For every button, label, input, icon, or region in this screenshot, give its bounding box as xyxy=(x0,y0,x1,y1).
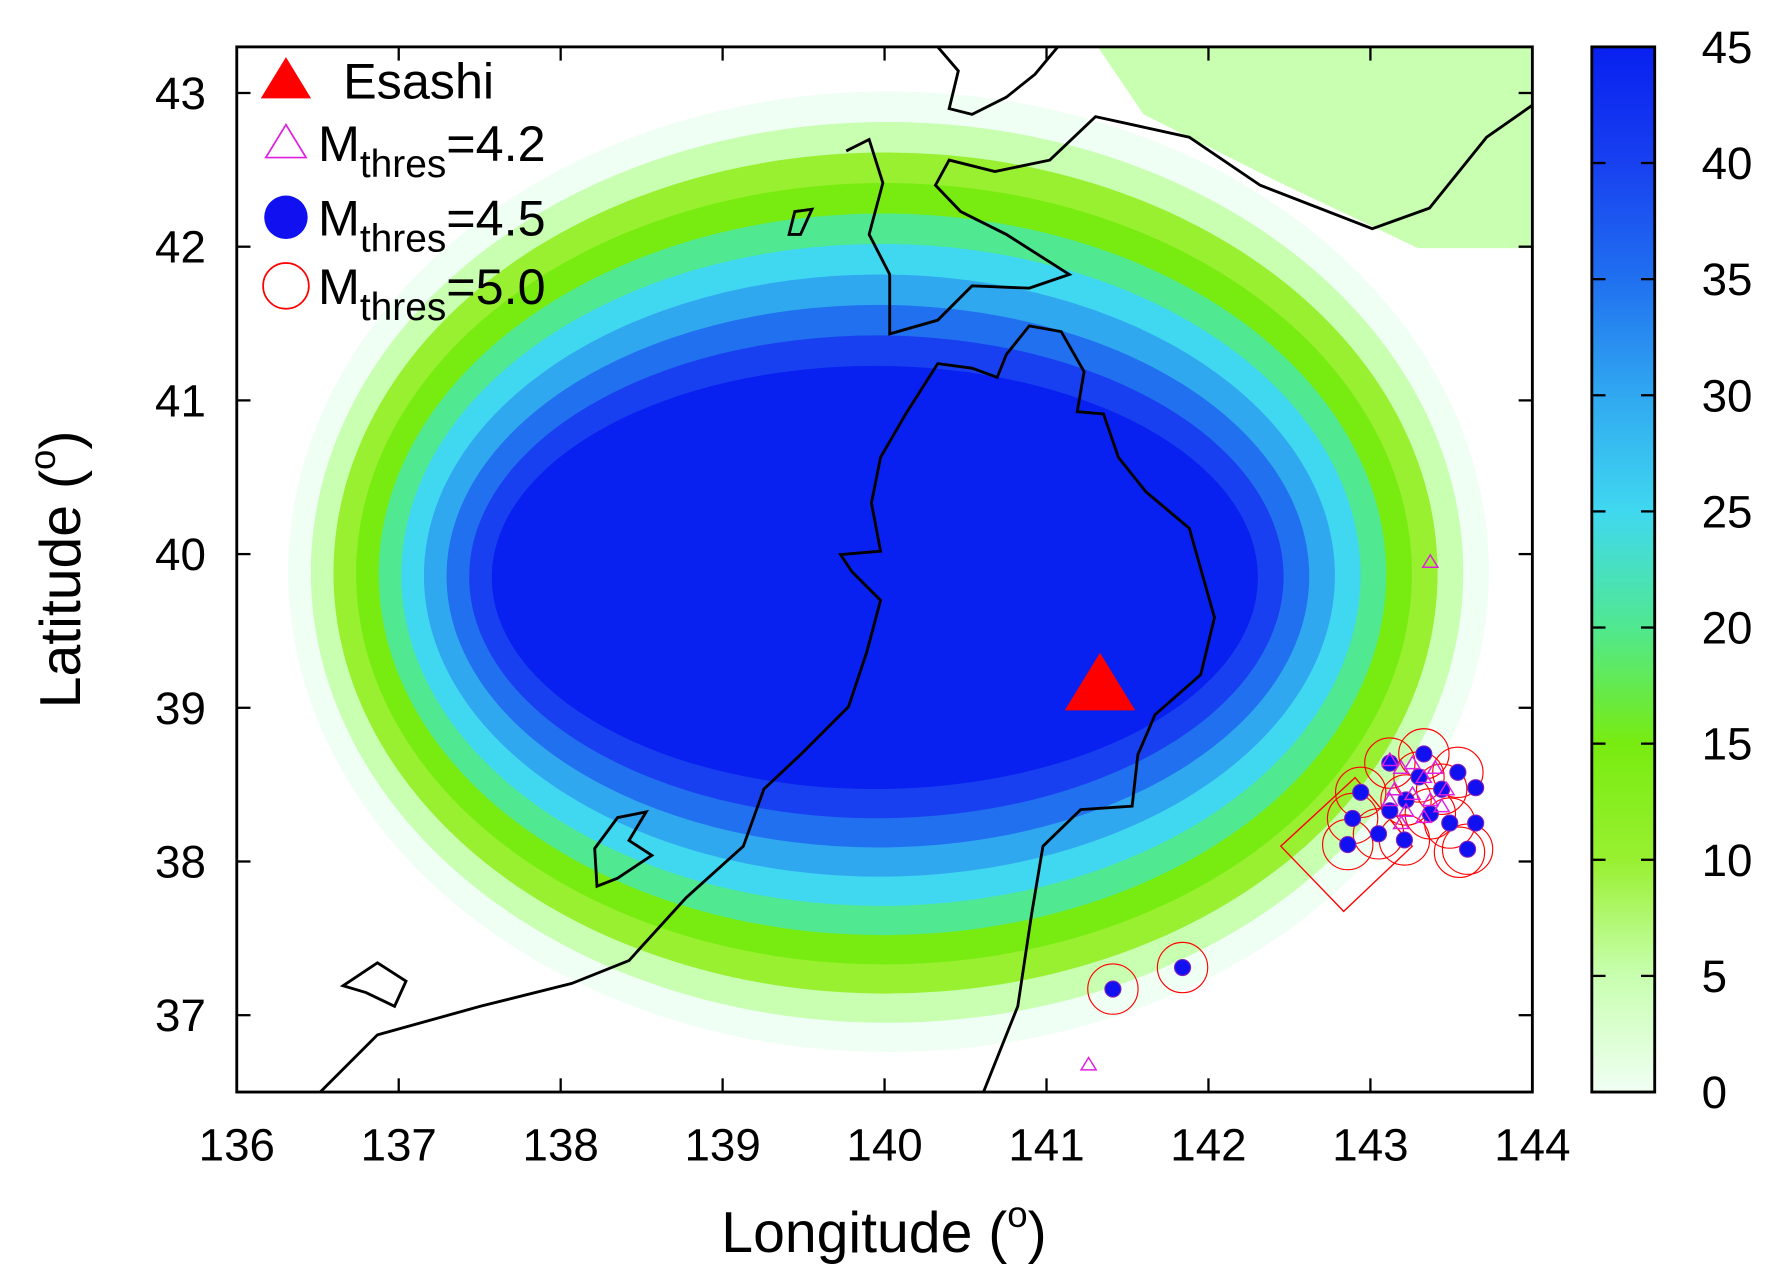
heat-region xyxy=(1097,46,1533,249)
event-marker xyxy=(1415,745,1433,763)
colorbar-tick-label: 35 xyxy=(1702,254,1753,305)
fault-outline xyxy=(1279,776,1414,913)
event-marker xyxy=(1467,814,1485,832)
event-marker xyxy=(1404,788,1457,840)
x-tick-label: 141 xyxy=(1008,1120,1084,1171)
legend-label-part: Esashi xyxy=(343,52,494,109)
legend-label: Mthres=4.5 xyxy=(318,190,546,261)
event-marker xyxy=(1173,958,1192,977)
colorbar-tick-label: 10 xyxy=(1702,835,1753,886)
heatmap xyxy=(288,46,1533,1053)
y-tick-label: 37 xyxy=(155,990,206,1041)
x-tick-label: 140 xyxy=(846,1120,922,1171)
y-tick-label: 38 xyxy=(155,836,206,887)
x-tick-label: 137 xyxy=(361,1120,437,1171)
x-tick-label: 144 xyxy=(1494,1120,1570,1171)
legend-marker xyxy=(264,195,308,239)
colorbar-tick-label: 15 xyxy=(1702,719,1753,770)
event-marker xyxy=(1432,797,1451,813)
legend-marker xyxy=(262,262,310,310)
x-tick-label: 143 xyxy=(1332,1120,1408,1171)
event-marker xyxy=(1392,814,1411,830)
legend-label-part: M xyxy=(318,115,360,172)
event-marker xyxy=(1415,763,1468,815)
colorbar-tick-label: 45 xyxy=(1702,22,1753,73)
legend-label-part: M xyxy=(318,258,360,315)
colorbar-tick-label: 0 xyxy=(1702,1067,1727,1118)
legend-label-part: thres xyxy=(360,218,446,261)
x-tick-label: 136 xyxy=(199,1120,275,1171)
event-marker xyxy=(1449,763,1467,781)
event-marker xyxy=(1392,759,1411,774)
event-marker xyxy=(1156,941,1209,994)
event-marker xyxy=(1459,840,1477,858)
event-marker xyxy=(1364,737,1416,789)
y-tick-label: 40 xyxy=(155,529,206,580)
event-marker xyxy=(1403,785,1422,801)
colorbar-tick-label: 5 xyxy=(1702,951,1727,1002)
y-tick-label: 41 xyxy=(155,375,206,426)
legend-label: Mthres=5.0 xyxy=(318,258,546,329)
event-marker xyxy=(1380,791,1399,807)
y-axis-label: Latitude (o) xyxy=(22,431,93,709)
legend-label-part: =4.5 xyxy=(446,190,545,247)
x-tick-label: 139 xyxy=(684,1120,760,1171)
event-marker xyxy=(1380,751,1399,767)
x-tick-label: 138 xyxy=(523,1120,599,1171)
x-axis-label: Longitude (o) xyxy=(721,1194,1046,1265)
y-tick-label: 39 xyxy=(155,683,206,734)
event-marker xyxy=(1441,814,1459,832)
legend-label-part: =4.2 xyxy=(446,115,545,172)
legend-label: Mthres=4.2 xyxy=(318,115,546,186)
event-marker xyxy=(1397,802,1415,817)
event-marker xyxy=(1432,746,1484,799)
colorbar-tick-label: 40 xyxy=(1702,138,1753,189)
event-marker xyxy=(1421,553,1440,569)
y-tick-label: 43 xyxy=(155,68,206,119)
legend-label-part: M xyxy=(318,190,360,247)
event-marker xyxy=(1421,791,1440,807)
colorbar-tick-label: 30 xyxy=(1702,370,1753,421)
station-marker xyxy=(1064,652,1136,711)
event-marker xyxy=(1467,779,1485,797)
event-marker xyxy=(1414,768,1433,784)
coastline xyxy=(319,46,1533,1093)
legend-label-part: =5.0 xyxy=(446,258,545,315)
event-marker xyxy=(1104,980,1122,998)
event-marker xyxy=(1437,780,1456,796)
legend-label-part: thres xyxy=(360,143,446,186)
event-marker xyxy=(1087,963,1139,1015)
event-marker xyxy=(1414,808,1433,824)
event-marker xyxy=(1385,780,1404,796)
legend-marker xyxy=(264,122,308,159)
event-marker xyxy=(1403,754,1422,770)
markers xyxy=(1064,553,1494,1071)
event-marker xyxy=(1381,802,1399,820)
heat-level xyxy=(491,365,1258,790)
legend-label-part: thres xyxy=(360,286,446,329)
event-marker xyxy=(1339,836,1357,854)
event-marker xyxy=(1433,826,1486,878)
event-marker xyxy=(1344,809,1362,828)
legend-label: Esashi xyxy=(343,52,494,109)
colorbar-tick-label: 25 xyxy=(1702,486,1753,537)
colorbar-tick-label: 20 xyxy=(1702,603,1753,654)
legend-marker xyxy=(260,57,312,99)
event-marker xyxy=(1352,783,1370,801)
event-marker xyxy=(1395,831,1413,849)
event-marker xyxy=(1426,759,1445,774)
x-tick-label: 142 xyxy=(1170,1120,1246,1171)
colorbar xyxy=(1590,45,1657,1094)
event-marker xyxy=(1079,1056,1098,1071)
event-marker xyxy=(1369,825,1388,843)
y-tick-label: 42 xyxy=(155,222,206,273)
